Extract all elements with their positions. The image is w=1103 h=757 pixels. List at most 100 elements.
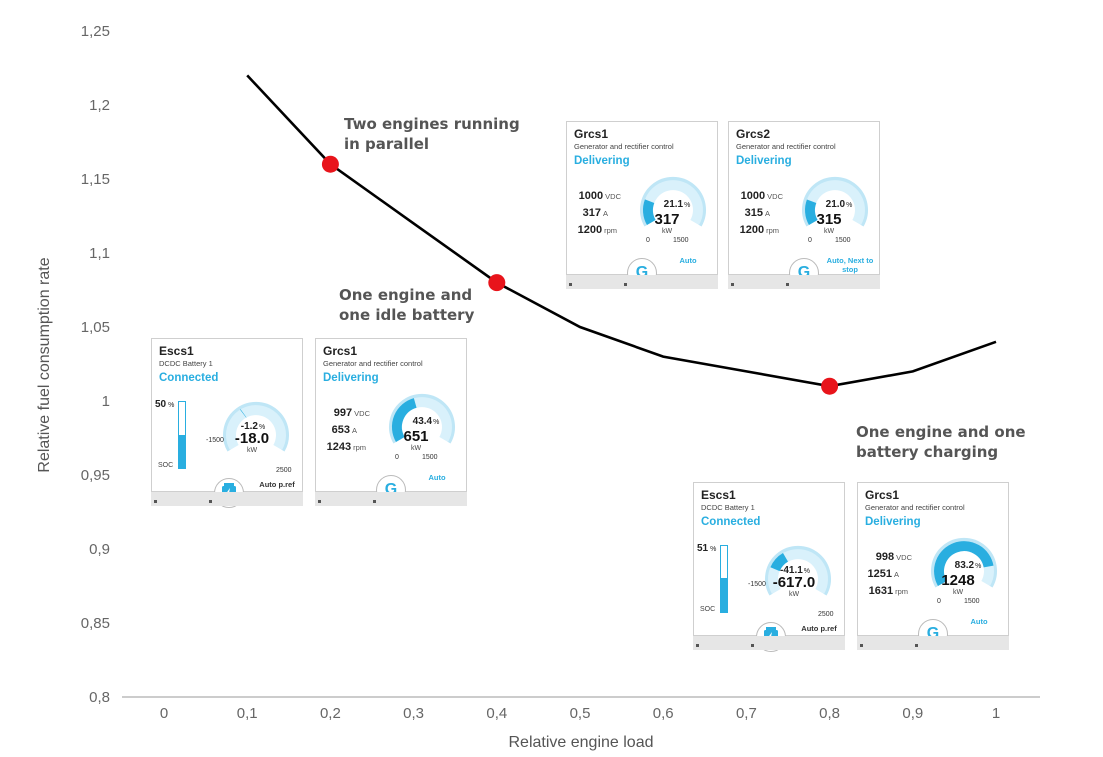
mode-label: Auto [679,256,697,265]
gauge-max: 2500 [276,467,292,474]
panel-subtitle: Generator and rectifier control [736,142,836,151]
load-percent: -1.2% [240,421,266,432]
x-tick-label: 0,6 [653,705,674,722]
panel-subtitle: Generator and rectifier control [574,142,674,151]
panel-title: Grcs2 [736,127,771,141]
load-percent: 43.4% [412,416,440,427]
annotation-two-engines: Two engines running in parallel [344,115,520,153]
load-percent: 21.0% [825,199,853,210]
voltage-readout: 1000 VDC [740,190,783,202]
mode-label: Auto [970,617,988,626]
soc-bar [720,545,728,613]
power-value: 317 [654,211,680,228]
mode-label: Auto [428,473,446,482]
panel-footer [728,275,880,289]
panel-low-escs1[interactable]: Escs1 DCDC Battery 1 Connected 51% SOC -… [693,482,845,652]
load-percent: -41.1% [779,565,811,576]
y-tick-label: 0,95 [81,467,110,484]
power-unit: kW [788,591,800,598]
power-unit: kW [410,445,422,452]
soc-percent: 51% [697,543,717,554]
gauge-max: 1500 [964,598,980,605]
gauge-min: -1500 [206,437,224,444]
x-tick-label: 0,5 [570,705,591,722]
x-tick-label: 0 [160,705,168,722]
x-tick-label: 0,8 [819,705,840,722]
y-tick-label: 0,85 [81,615,110,632]
panel-top-grcs1[interactable]: Grcs1 Generator and rectifier control De… [566,121,718,289]
load-percent: 83.2% [954,560,982,571]
speed-readout: 1631 rpm [868,585,908,597]
y-tick-label: 1,15 [81,171,110,188]
gauge-min: 0 [808,237,812,244]
status-text: Delivering [865,516,921,528]
status-text: Connected [159,372,219,384]
y-tick-label: 1 [102,393,110,410]
y-tick-label: 1,05 [81,319,110,336]
gauge-min: 0 [395,454,399,461]
gauge-max: 1500 [673,237,689,244]
power-value: 1248 [941,572,975,589]
voltage-readout: 997 VDC [333,407,370,419]
voltage-readout: 998 VDC [875,551,912,563]
gauge-max: 1500 [835,237,851,244]
panel-mid-grcs1[interactable]: Grcs1 Generator and rectifier control De… [315,338,467,506]
gauge-min: 0 [937,598,941,605]
power-unit: kW [246,447,258,454]
speed-readout: 1243 rpm [326,441,366,453]
panel-subtitle: DCDC Battery 1 [701,503,755,512]
speed-readout: 1200 rpm [577,224,617,236]
load-percent: 21.1% [663,199,691,210]
power-value: -617.0 [772,574,816,591]
power-value: -18.0 [234,430,270,447]
panel-title: Grcs1 [323,344,358,358]
y-tick-label: 1,1 [89,245,110,262]
gauge-max: 1500 [422,454,438,461]
panel-footer [693,636,845,650]
x-tick-label: 0,7 [736,705,757,722]
panel-mid-escs1[interactable]: Escs1 DCDC Battery 1 Connected 50% SOC -… [151,338,303,508]
status-text: Connected [701,516,761,528]
power-gauge [223,402,289,452]
panel-subtitle: Generator and rectifier control [865,503,965,512]
operating-point-marker [821,377,839,395]
current-readout: 317 A [582,207,608,219]
soc-label: SOC [700,606,716,613]
power-value: 315 [816,211,842,228]
panel-footer [315,492,467,506]
gauge-max: 2500 [818,611,834,618]
panel-footer [566,275,718,289]
x-tick-label: 0,2 [320,705,341,722]
power-unit: kW [823,228,835,235]
power-gauge [640,177,706,227]
panel-title: Grcs1 [865,488,900,502]
gauge-min: -1500 [748,581,766,588]
operating-point-marker [488,274,506,292]
mode-label: Auto, Next to stop [826,256,874,274]
mode-label: Auto p.ref [801,624,837,633]
y-tick-label: 1,2 [89,97,110,114]
power-unit: kW [661,228,673,235]
panel-footer [857,636,1009,650]
panel-top-grcs2[interactable]: Grcs2 Generator and rectifier control De… [728,121,880,289]
panel-title: Escs1 [701,488,736,502]
x-tick-label: 0,4 [486,705,507,722]
x-tick-label: 0,1 [237,705,258,722]
speed-readout: 1200 rpm [739,224,779,236]
annotation-one-engine-battery-charging: One engine and one battery charging [856,423,1026,461]
power-gauge [389,394,455,444]
mode-label: Auto p.ref [259,480,295,489]
current-readout: 315 A [744,207,770,219]
panel-low-grcs1[interactable]: Grcs1 Generator and rectifier control De… [857,482,1009,650]
y-axis-label: Relative fuel consumption rate [36,257,53,472]
panel-subtitle: Generator and rectifier control [323,359,423,368]
panel-footer [151,492,303,506]
status-text: Delivering [736,155,792,167]
y-tick-label: 0,8 [89,689,110,706]
panel-title: Grcs1 [574,127,609,141]
status-text: Delivering [323,372,379,384]
series-line [246,74,997,388]
x-tick-label: 0,9 [902,705,923,722]
power-value: 651 [403,428,429,445]
